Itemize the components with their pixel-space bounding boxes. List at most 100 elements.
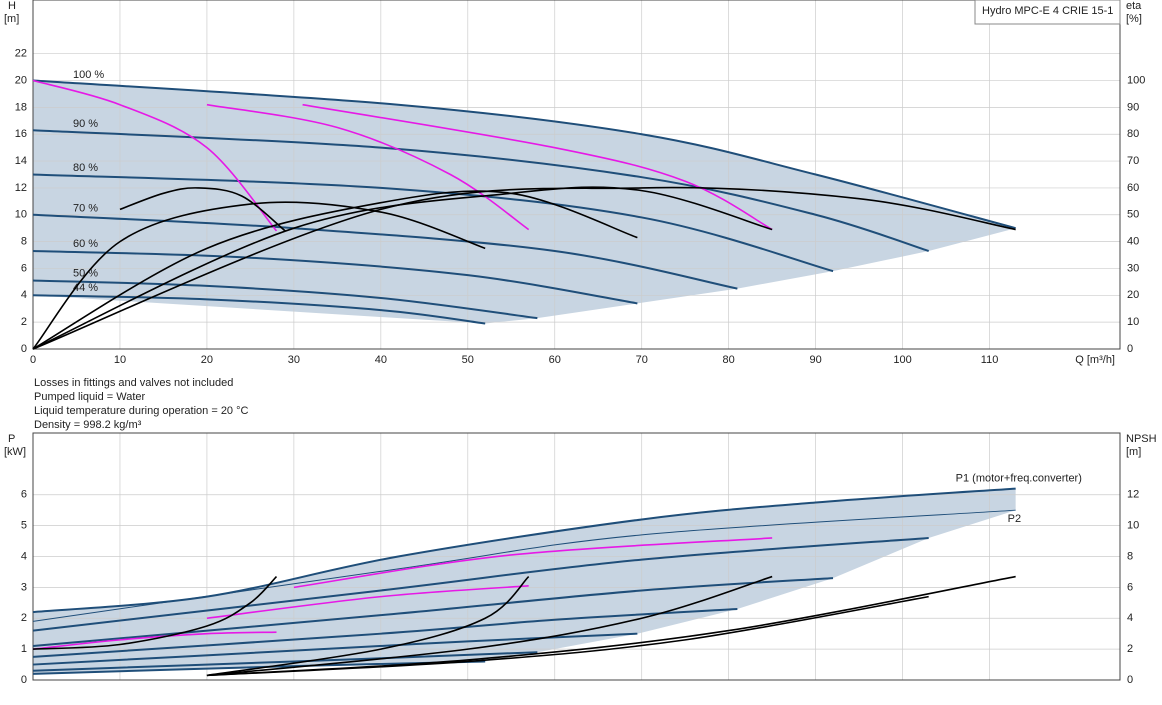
- y2-tick-label: 0: [1127, 674, 1133, 686]
- y-tick-label: 16: [15, 128, 27, 140]
- y-tick-label: 20: [15, 74, 27, 86]
- y-tick-label: 8: [21, 236, 27, 248]
- curve: [302, 103, 773, 231]
- x-tick-label: 0: [30, 354, 36, 366]
- y2-tick-label: 30: [1127, 262, 1139, 274]
- curve: [32, 213, 738, 290]
- y-tick-label: 5: [21, 520, 27, 532]
- y-tick-label: 12: [15, 182, 27, 194]
- curve: [32, 173, 834, 273]
- series-label: 90 %: [73, 118, 98, 130]
- curve: [32, 279, 538, 320]
- x-tick-label: 30: [288, 354, 300, 366]
- x-tick-label: 40: [375, 354, 387, 366]
- curve: [32, 536, 929, 632]
- plot-frame: [32, 432, 1121, 681]
- y-tick-label: 3: [21, 581, 27, 593]
- y-tick-label: 4: [21, 550, 27, 562]
- y2-tick-label: 8: [1127, 550, 1133, 562]
- x-tick-label: 10: [114, 354, 126, 366]
- y-tick-label: 0: [21, 343, 27, 355]
- y2-axis-unit: [%]: [1126, 13, 1142, 25]
- curve: [32, 509, 1016, 622]
- series-label: 100 %: [73, 69, 104, 81]
- x-tick-label: 70: [636, 354, 648, 366]
- x-tick-label: 20: [201, 354, 213, 366]
- x-tick-label: 80: [723, 354, 735, 366]
- curve: [32, 607, 738, 658]
- y2-axis-unit: [m]: [1126, 446, 1141, 458]
- series-label: 70 %: [73, 203, 98, 215]
- x-tick-label: 100: [893, 354, 911, 366]
- x-tick-label: 110: [981, 354, 999, 366]
- series-label: P1 (motor+freq.converter): [956, 472, 1082, 484]
- note: Pumped liquid = Water: [34, 391, 146, 403]
- x-axis-label: Q [m³/h]: [1075, 354, 1115, 366]
- y2-tick-label: 6: [1127, 581, 1133, 593]
- chart-title: Hydro MPC-E 4 CRIE 15-1: [982, 5, 1113, 17]
- y2-tick-label: 0: [1127, 343, 1133, 355]
- curve: [206, 585, 529, 620]
- curve: [32, 129, 929, 252]
- title-box: [974, 0, 1121, 25]
- y2-tick-label: 10: [1127, 520, 1139, 532]
- y-tick-label: 14: [15, 155, 27, 167]
- y-tick-label: 10: [15, 209, 27, 221]
- y-tick-label: 22: [15, 48, 27, 60]
- y-axis-label: P: [8, 433, 15, 445]
- y-tick-label: 4: [21, 289, 27, 301]
- y2-tick-label: 40: [1127, 236, 1139, 248]
- curve: [293, 537, 773, 589]
- curve: [119, 187, 286, 232]
- note: Density = 998.2 kg/m³: [34, 419, 142, 431]
- series-label: 44 %: [73, 282, 98, 294]
- curve: [32, 79, 278, 232]
- y-tick-label: 2: [21, 316, 27, 328]
- series-label: 60 %: [73, 238, 98, 250]
- curve: [32, 631, 277, 650]
- curve: [32, 632, 638, 666]
- curve: [32, 201, 486, 350]
- y-tick-label: 6: [21, 489, 27, 501]
- note: Losses in fittings and valves not includ…: [34, 377, 233, 389]
- y2-tick-label: 70: [1127, 155, 1139, 167]
- curve: [32, 576, 278, 650]
- y-tick-label: 6: [21, 262, 27, 274]
- curve: [206, 575, 530, 677]
- y2-axis-label: eta: [1126, 0, 1142, 12]
- curve: [206, 595, 929, 677]
- x-tick-label: 60: [549, 354, 561, 366]
- y2-tick-label: 12: [1127, 489, 1139, 501]
- curve: [32, 186, 773, 350]
- curve: [206, 575, 773, 677]
- curve: [32, 577, 834, 648]
- curve: [206, 103, 530, 231]
- y2-tick-label: 4: [1127, 612, 1133, 624]
- curve: [32, 294, 486, 325]
- x-tick-label: 50: [462, 354, 474, 366]
- y-tick-label: 1: [21, 643, 27, 655]
- y-axis-unit: [m]: [4, 13, 19, 25]
- y2-tick-label: 10: [1127, 316, 1139, 328]
- y2-tick-label: 60: [1127, 182, 1139, 194]
- y-tick-label: 0: [21, 674, 27, 686]
- curve: [32, 186, 1016, 350]
- note: Liquid temperature during operation = 20…: [34, 405, 249, 417]
- y-tick-label: 2: [21, 612, 27, 624]
- series-label: 80 %: [73, 162, 98, 174]
- x-tick-label: 90: [810, 354, 822, 366]
- curve: [32, 651, 538, 672]
- y2-tick-label: 90: [1127, 101, 1139, 113]
- y-axis-label: H: [8, 0, 16, 12]
- y2-axis-label: NPSH: [1126, 433, 1157, 445]
- y2-tick-label: 2: [1127, 643, 1133, 655]
- y-tick-label: 18: [15, 101, 27, 113]
- curve: [32, 250, 638, 305]
- y2-tick-label: 20: [1127, 289, 1139, 301]
- y2-tick-label: 100: [1127, 74, 1145, 86]
- y2-tick-label: 80: [1127, 128, 1139, 140]
- curve: [32, 79, 1016, 230]
- series-label: P2: [1008, 513, 1021, 525]
- y-axis-unit: [kW]: [4, 446, 26, 458]
